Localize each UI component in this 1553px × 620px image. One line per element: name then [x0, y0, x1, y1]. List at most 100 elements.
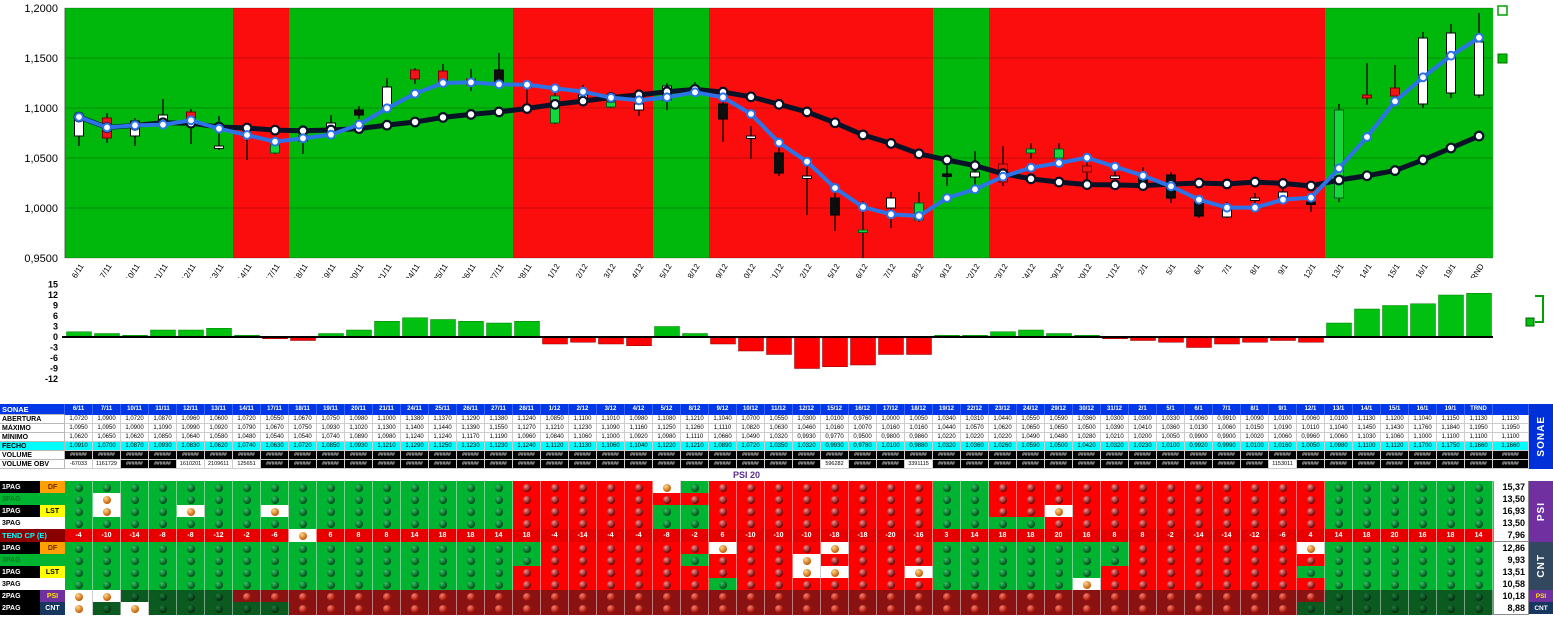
indicator-cell[interactable] — [1241, 578, 1269, 591]
quote-cell[interactable]: 1,0490 — [1017, 433, 1045, 442]
indicator-cell[interactable] — [933, 493, 961, 506]
volume-cell[interactable]: ###### — [1465, 451, 1493, 460]
tend-cell[interactable]: 14 — [961, 529, 989, 542]
indicator-cell[interactable] — [597, 602, 625, 615]
quote-cell[interactable]: 0,9760 — [849, 415, 877, 424]
quote-cell[interactable]: 1,0550 — [1017, 415, 1045, 424]
indicator-cell[interactable] — [653, 481, 681, 494]
indicator-cell[interactable] — [373, 554, 401, 567]
indicator-cell[interactable] — [1465, 590, 1493, 603]
quote-cell[interactable]: 1,0570 — [961, 424, 989, 433]
indicator-cell[interactable] — [1017, 554, 1045, 567]
quote-cell[interactable]: 1,0050 — [1297, 442, 1325, 451]
obv-cell[interactable]: ###### — [765, 460, 793, 469]
tend-cell[interactable]: 20 — [1381, 529, 1409, 542]
quote-cell[interactable]: 1,0750 — [317, 415, 345, 424]
indicator-cell[interactable] — [373, 566, 401, 579]
indicator-cell[interactable] — [1297, 505, 1325, 518]
indicator-cell[interactable] — [1465, 517, 1493, 530]
volume-cell[interactable]: ###### — [821, 451, 849, 460]
indicator-cell[interactable] — [177, 566, 205, 579]
indicator-cell[interactable] — [877, 602, 905, 615]
indicator-cell[interactable] — [681, 566, 709, 579]
indicator-cell[interactable] — [1213, 493, 1241, 506]
indicator-cell[interactable] — [457, 602, 485, 615]
volume-cell[interactable]: ###### — [625, 451, 653, 460]
quote-cell[interactable]: 1,0930 — [149, 442, 177, 451]
indicator-cell[interactable] — [905, 602, 933, 615]
indicator-cell[interactable] — [485, 493, 513, 506]
indicator-cell[interactable] — [653, 542, 681, 555]
date-header-cell[interactable]: 23/12 — [989, 404, 1017, 415]
indicator-cell[interactable] — [821, 566, 849, 579]
tend-cell[interactable]: -10 — [737, 529, 765, 542]
quote-cell[interactable]: 1,1000 — [597, 433, 625, 442]
obv-cell[interactable]: 1610201 — [177, 460, 205, 469]
indicator-cell[interactable] — [1325, 542, 1353, 555]
volume-cell[interactable]: ###### — [709, 451, 737, 460]
indicator-cell[interactable] — [429, 590, 457, 603]
obv-cell[interactable]: ###### — [1157, 460, 1185, 469]
indicator-cell[interactable] — [1241, 481, 1269, 494]
indicator-cell[interactable] — [1241, 505, 1269, 518]
indicator-cell[interactable] — [289, 554, 317, 567]
indicator-cell[interactable] — [1101, 517, 1129, 530]
indicator-cell[interactable] — [765, 602, 793, 615]
indicator-cell[interactable] — [345, 505, 373, 518]
quote-cell[interactable]: 1,0850 — [541, 415, 569, 424]
indicator-cell[interactable] — [401, 505, 429, 518]
indicator-cell[interactable] — [1465, 602, 1493, 615]
indicator-cell[interactable] — [1017, 481, 1045, 494]
indicator-cell[interactable] — [317, 493, 345, 506]
volume-cell[interactable]: ###### — [1269, 451, 1297, 460]
obv-cell[interactable]: 125651 — [233, 460, 261, 469]
quote-cell[interactable]: 1,0840 — [541, 433, 569, 442]
quote-cell[interactable]: 1,0920 — [205, 424, 233, 433]
quote-cell[interactable]: 1,0590 — [1045, 415, 1073, 424]
indicator-cell[interactable] — [625, 542, 653, 555]
date-header-cell[interactable]: 30/12 — [1073, 404, 1101, 415]
tend-cell[interactable]: 18 — [1353, 529, 1381, 542]
indicator-cell[interactable] — [1269, 554, 1297, 567]
quote-cell[interactable]: 1,1100 — [1353, 442, 1381, 451]
quote-cell[interactable]: 1,0320 — [765, 433, 793, 442]
volume-cell[interactable]: ###### — [877, 451, 905, 460]
indicator-cell[interactable] — [737, 566, 765, 579]
quote-cell[interactable]: 1,1190 — [485, 433, 513, 442]
quote-cell[interactable]: 1,1290 — [457, 415, 485, 424]
indicator-cell[interactable] — [429, 517, 457, 530]
indicator-cell[interactable] — [793, 517, 821, 530]
obv-cell[interactable]: ###### — [261, 460, 289, 469]
quote-cell[interactable]: 1,1030 — [1353, 433, 1381, 442]
date-header-cell[interactable]: 29/12 — [1045, 404, 1073, 415]
quote-cell[interactable]: 1,0100 — [1157, 442, 1185, 451]
indicator-cell[interactable] — [233, 590, 261, 603]
indicator-cell[interactable] — [961, 590, 989, 603]
indicator-cell[interactable] — [1409, 554, 1437, 567]
volume-cell[interactable]: ###### — [905, 451, 933, 460]
quote-cell[interactable]: 1,1240 — [401, 433, 429, 442]
indicator-cell[interactable] — [149, 602, 177, 615]
obv-cell[interactable]: ###### — [1241, 460, 1269, 469]
indicator-cell[interactable] — [1073, 590, 1101, 603]
obv-cell[interactable]: ###### — [485, 460, 513, 469]
indicator-cell[interactable] — [877, 566, 905, 579]
indicator-cell[interactable] — [1381, 566, 1409, 579]
indicator-cell[interactable] — [1241, 554, 1269, 567]
quote-cell[interactable]: 1,0630 — [765, 424, 793, 433]
quote-cell[interactable]: 1,1020 — [345, 424, 373, 433]
tend-cell[interactable]: -2 — [681, 529, 709, 542]
indicator-cell[interactable] — [205, 517, 233, 530]
quote-cell[interactable]: 1,0210 — [1101, 433, 1129, 442]
quote-row-label[interactable]: ABERTURA — [0, 415, 65, 424]
obv-cell[interactable]: ###### — [793, 460, 821, 469]
indicator-cell[interactable] — [1213, 566, 1241, 579]
indicator-cell[interactable] — [93, 505, 121, 518]
quote-row-label[interactable]: FECHO — [0, 442, 65, 451]
quote-cell[interactable]: 1,0160 — [905, 424, 933, 433]
indicator-cell[interactable] — [1269, 542, 1297, 555]
tend-cell[interactable]: 18 — [513, 529, 541, 542]
volume-cell[interactable]: ###### — [317, 451, 345, 460]
indicator-cell[interactable] — [485, 602, 513, 615]
indicator-cell[interactable] — [233, 493, 261, 506]
